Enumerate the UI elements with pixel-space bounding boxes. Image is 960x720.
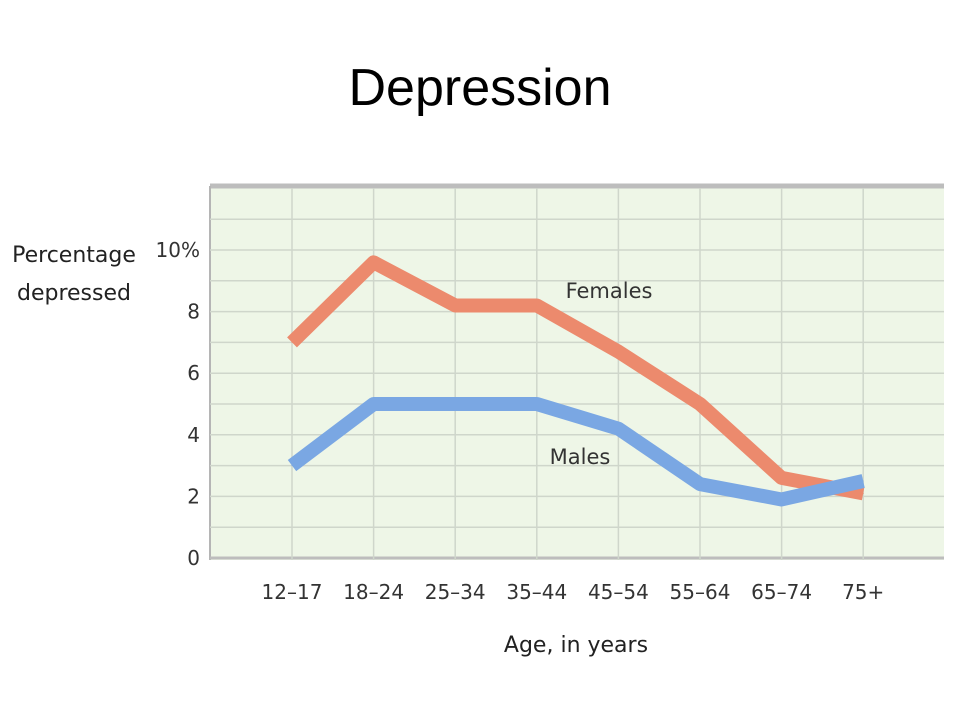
series-labels: Females Males bbox=[550, 279, 653, 469]
data-point bbox=[291, 465, 293, 467]
y-tick-label: 4 bbox=[187, 423, 200, 447]
x-tick-label: 35–44 bbox=[506, 580, 567, 604]
data-point bbox=[781, 498, 783, 500]
data-point bbox=[781, 477, 783, 479]
data-point bbox=[699, 483, 701, 485]
data-point bbox=[454, 403, 456, 405]
x-tick-label: 45–54 bbox=[588, 580, 649, 604]
data-point bbox=[862, 492, 864, 494]
data-point bbox=[699, 403, 701, 405]
series-label-females: Females bbox=[566, 279, 653, 303]
y-axis-label-line-2: depressed bbox=[17, 281, 131, 306]
slide-title: Depression bbox=[348, 59, 612, 117]
y-axis-label-line-1: Percentage bbox=[12, 243, 136, 268]
data-point bbox=[536, 304, 538, 306]
y-tick-labels: 0 2 4 6 8 10% bbox=[156, 238, 200, 570]
series-label-males: Males bbox=[550, 445, 611, 469]
y-tick-label: 6 bbox=[187, 361, 200, 385]
series-line-males bbox=[287, 397, 865, 507]
x-tick-label: 25–34 bbox=[425, 580, 486, 604]
data-point bbox=[291, 341, 293, 343]
x-tick-label: 12–17 bbox=[262, 580, 323, 604]
x-tick-label: 18–24 bbox=[343, 580, 404, 604]
y-tick-label: 2 bbox=[187, 484, 200, 508]
series-lines bbox=[287, 255, 865, 507]
x-tick-label: 65–74 bbox=[751, 580, 812, 604]
y-tick-label: 8 bbox=[187, 300, 200, 324]
data-point bbox=[373, 403, 375, 405]
y-axis-label: Percentage depressed bbox=[12, 243, 136, 306]
data-point bbox=[536, 403, 538, 405]
data-point bbox=[862, 480, 864, 482]
series-line-females bbox=[287, 255, 865, 501]
y-tick-label: 0 bbox=[187, 546, 200, 570]
x-tick-label: 55–64 bbox=[670, 580, 731, 604]
data-point bbox=[373, 261, 375, 263]
data-point bbox=[617, 351, 619, 353]
x-axis-label: Age, in years bbox=[504, 633, 648, 658]
x-tick-label: 75+ bbox=[842, 580, 884, 604]
y-tick-label: 10% bbox=[156, 238, 200, 262]
data-point bbox=[617, 428, 619, 430]
x-tick-labels: 12–17 18–24 25–34 35–44 45–54 55–64 65–74 75+ bbox=[262, 580, 885, 604]
data-point bbox=[454, 304, 456, 306]
